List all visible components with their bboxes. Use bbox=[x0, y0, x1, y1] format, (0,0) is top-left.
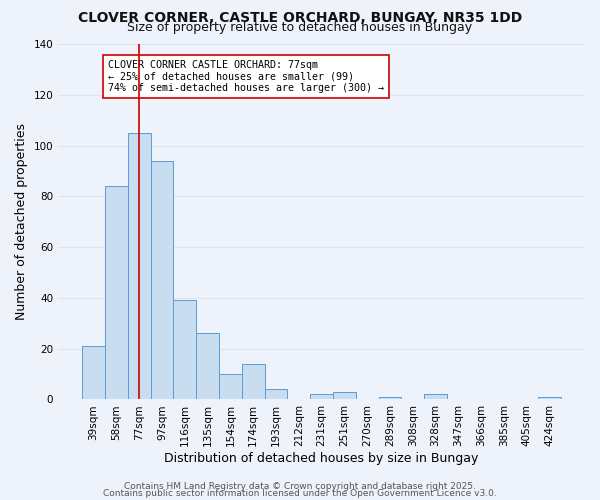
Bar bbox=[219, 374, 242, 400]
Text: Contains public sector information licensed under the Open Government Licence v3: Contains public sector information licen… bbox=[103, 488, 497, 498]
Bar bbox=[196, 334, 219, 400]
Bar bbox=[128, 133, 151, 400]
Bar bbox=[265, 390, 287, 400]
Bar bbox=[379, 397, 401, 400]
Bar bbox=[333, 392, 356, 400]
Bar bbox=[105, 186, 128, 400]
Bar bbox=[151, 161, 173, 400]
Text: Contains HM Land Registry data © Crown copyright and database right 2025.: Contains HM Land Registry data © Crown c… bbox=[124, 482, 476, 491]
Text: Size of property relative to detached houses in Bungay: Size of property relative to detached ho… bbox=[127, 22, 473, 35]
Bar bbox=[424, 394, 447, 400]
Bar bbox=[242, 364, 265, 400]
Text: CLOVER CORNER, CASTLE ORCHARD, BUNGAY, NR35 1DD: CLOVER CORNER, CASTLE ORCHARD, BUNGAY, N… bbox=[78, 11, 522, 25]
Bar bbox=[173, 300, 196, 400]
X-axis label: Distribution of detached houses by size in Bungay: Distribution of detached houses by size … bbox=[164, 452, 479, 465]
Bar bbox=[310, 394, 333, 400]
Bar bbox=[82, 346, 105, 400]
Text: CLOVER CORNER CASTLE ORCHARD: 77sqm
← 25% of detached houses are smaller (99)
74: CLOVER CORNER CASTLE ORCHARD: 77sqm ← 25… bbox=[108, 60, 384, 93]
Bar bbox=[538, 397, 561, 400]
Y-axis label: Number of detached properties: Number of detached properties bbox=[15, 123, 28, 320]
